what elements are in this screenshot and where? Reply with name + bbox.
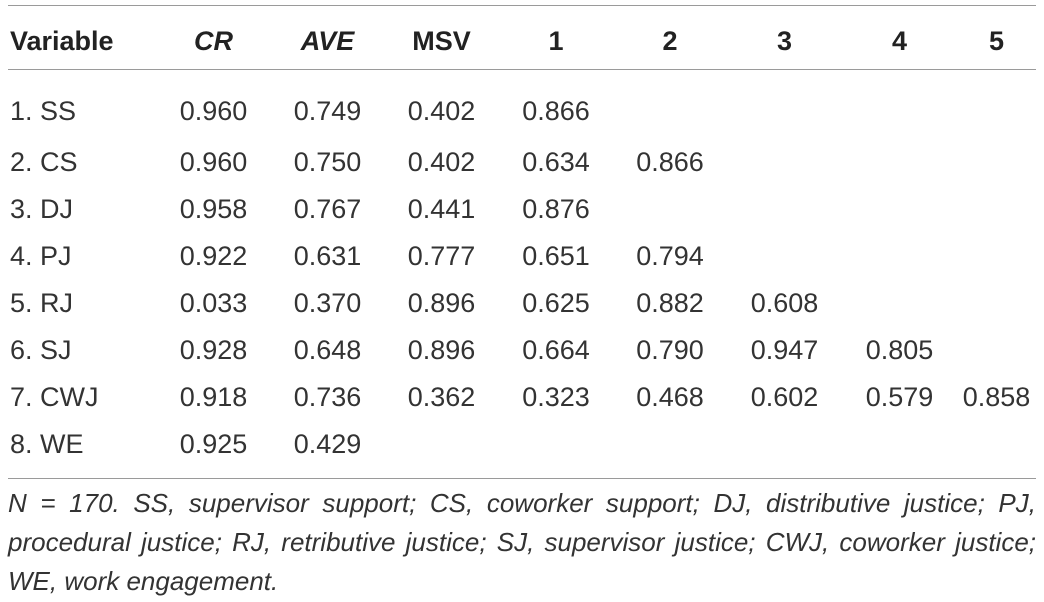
header-msv: MSV [412, 26, 471, 56]
table-cell: 0.602 [750, 382, 819, 412]
table-cell: 0.866 [636, 147, 704, 177]
table-row: 6. SJ 0.928 0.648 0.896 0.664 0.790 0.947 0.805 [8, 327, 1036, 374]
table-cell [613, 421, 727, 468]
table-cell [727, 186, 842, 233]
table-cell [957, 69, 1036, 139]
table-cell: 0.896 [407, 335, 476, 365]
table-cell [957, 327, 1036, 374]
table-row: 2. CS 0.960 0.750 0.402 0.634 0.866 [8, 139, 1036, 186]
validity-table: Variable CR AVE MSV 1 2 3 4 5 1. SS 0.960… [8, 6, 1036, 468]
table-cell [384, 421, 499, 468]
table-cell: 0.625 [522, 288, 590, 318]
table-cell: 0.866 [522, 95, 590, 126]
table-cell: 0.922 [179, 241, 248, 271]
top-rule [8, 5, 1036, 6]
table-cell: 0.634 [522, 147, 590, 177]
table-row: 5. RJ 0.033 0.370 0.896 0.625 0.882 0.608 [8, 280, 1036, 327]
table-cell: 0.882 [636, 288, 704, 318]
table-cell: 0.960 [179, 95, 248, 126]
table-cell [613, 69, 727, 139]
table-cell [727, 421, 842, 468]
header-col-1: 1 [548, 26, 564, 56]
table-cell: 0.750 [293, 147, 362, 177]
table-row: 8. WE 0.925 0.429 [8, 421, 1036, 468]
table-cell: 0.928 [179, 335, 248, 365]
header-cr: CR [194, 26, 233, 56]
table-cell: 0.402 [407, 147, 476, 177]
table-cell: 0.429 [293, 429, 362, 459]
table-cell: 0.805 [865, 335, 934, 365]
table-cell [957, 186, 1036, 233]
table-cell: 0.323 [522, 382, 590, 412]
table-cell: 0.579 [865, 382, 934, 412]
header-ave: AVE [300, 26, 355, 56]
header-rule [8, 69, 1036, 70]
table-cell [842, 69, 957, 139]
table-cell: 0.736 [293, 382, 362, 412]
table-cell [842, 421, 957, 468]
table-cell: 0.370 [293, 288, 362, 318]
table-cell: 0.648 [293, 335, 362, 365]
row-variable-label: 7. CWJ [10, 382, 99, 412]
table-cell: 0.608 [750, 288, 819, 318]
table-cell [842, 233, 957, 280]
row-variable-label: 4. PJ [10, 241, 72, 271]
table-cell: 0.767 [293, 194, 362, 224]
table-cell: 0.858 [962, 382, 1031, 412]
table-cell: 0.651 [522, 241, 590, 271]
table-cell [727, 139, 842, 186]
table-cell [957, 421, 1036, 468]
row-variable-label: 1. SS [10, 95, 77, 126]
table-cell: 0.468 [636, 382, 704, 412]
header-row: Variable CR AVE MSV 1 2 3 4 5 [8, 6, 1036, 69]
table-cell: 0.033 [179, 288, 248, 318]
row-variable-label: 8. WE [10, 429, 84, 459]
table-row: 3. DJ 0.958 0.767 0.441 0.876 [8, 186, 1036, 233]
table-cell: 0.960 [179, 147, 248, 177]
table-cell [499, 421, 613, 468]
table-cell: 0.777 [407, 241, 476, 271]
table-cell [727, 233, 842, 280]
table-cell: 0.362 [407, 382, 476, 412]
table-row: 1. SS 0.960 0.749 0.402 0.866 [8, 69, 1036, 139]
table-cell: 0.896 [407, 288, 476, 318]
bottom-rule [8, 478, 1036, 479]
table-header: Variable CR AVE MSV 1 2 3 4 5 [8, 6, 1036, 69]
table-cell: 0.631 [293, 241, 362, 271]
table-cell [842, 139, 957, 186]
table-row: 4. PJ 0.922 0.631 0.777 0.651 0.794 [8, 233, 1036, 280]
table-cell: 0.790 [636, 335, 704, 365]
table-row: 7. CWJ 0.918 0.736 0.362 0.323 0.468 0.602 0.57… [8, 374, 1036, 421]
table-cell [613, 186, 727, 233]
table-cell: 0.402 [407, 95, 476, 126]
table-cell [842, 186, 957, 233]
table-cell: 0.664 [522, 335, 590, 365]
table-cell [957, 139, 1036, 186]
table-cell: 0.876 [522, 194, 590, 224]
table-cell: 0.794 [636, 241, 704, 271]
table-cell [957, 280, 1036, 327]
row-variable-label: 5. RJ [10, 288, 74, 318]
table-cell: 0.925 [179, 429, 248, 459]
header-col-5: 5 [988, 26, 1005, 56]
row-variable-label: 2. CS [10, 147, 78, 177]
table-cell: 0.749 [293, 95, 362, 126]
table-cell [842, 280, 957, 327]
table-cell: 0.918 [179, 382, 248, 412]
header-col-2: 2 [662, 26, 678, 56]
row-variable-label: 6. SJ [10, 335, 72, 365]
table-body: 1. SS 0.960 0.749 0.402 0.866 2. CS 0.960 0.750… [8, 69, 1036, 468]
table-cell [957, 233, 1036, 280]
header-col-4: 4 [891, 26, 908, 56]
header-variable: Variable [10, 26, 114, 56]
table-note: N = 170. SS, supervisor support; CS, cow… [8, 488, 1036, 596]
table-cell: 0.947 [750, 335, 819, 365]
row-variable-label: 3. DJ [10, 194, 74, 224]
table-cell: 0.441 [407, 194, 476, 224]
table-cell [727, 69, 842, 139]
header-col-3: 3 [776, 26, 793, 56]
table-cell: 0.958 [179, 194, 248, 224]
